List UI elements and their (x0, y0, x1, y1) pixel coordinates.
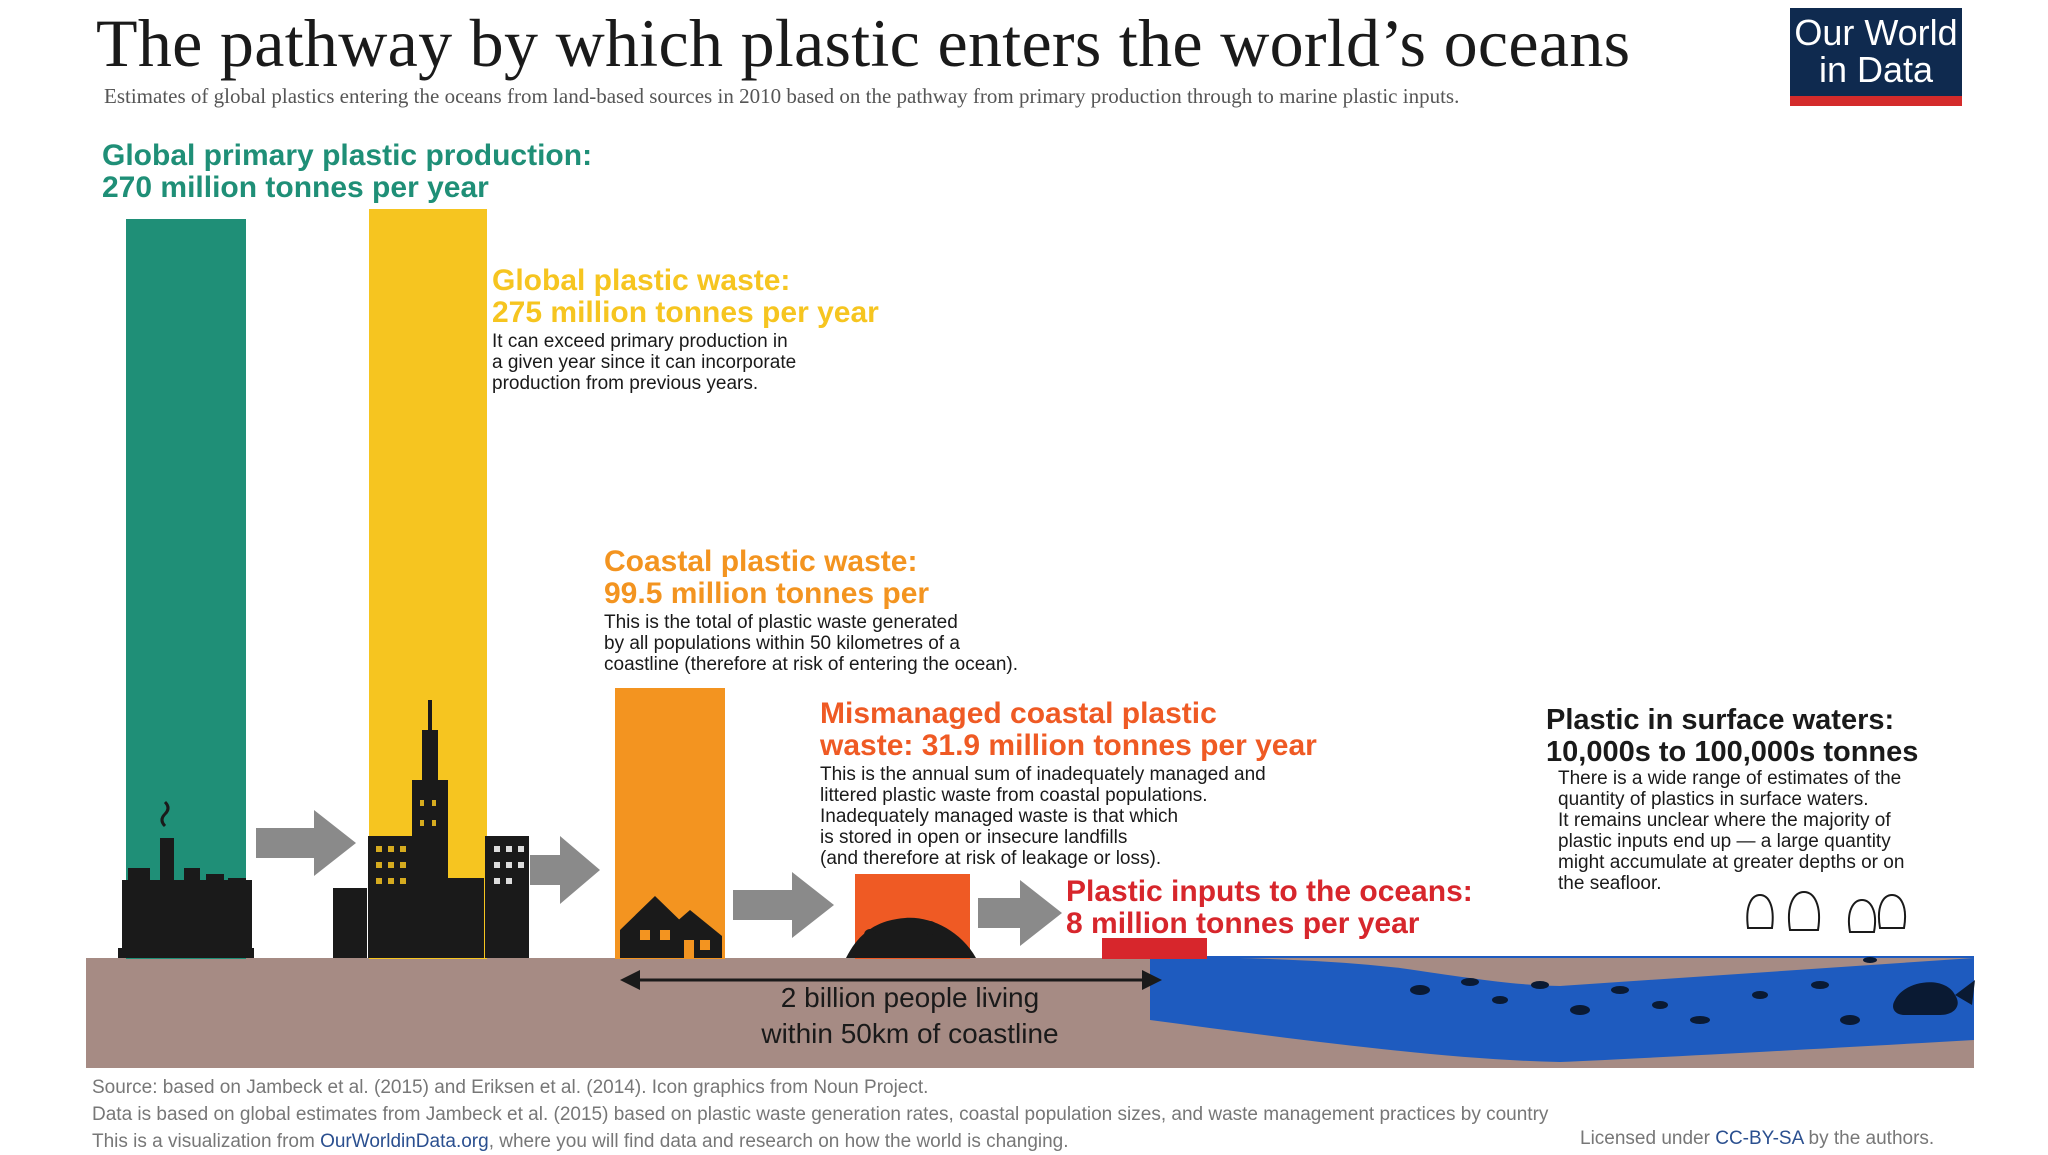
waste-label: Global plastic waste: 275 million tonnes… (492, 264, 879, 395)
flow-arrows (256, 810, 1062, 946)
surface-note-line: might accumulate at greater depths or on (1558, 852, 1905, 873)
ocean-water (1150, 956, 1974, 1062)
production-bar (126, 219, 246, 959)
coastline-span-arrow (620, 970, 1162, 990)
inputs-label: Plastic inputs to the oceans: 8 million … (1066, 876, 1473, 940)
footer-viz-suffix: , where you will find data and research … (488, 1131, 1069, 1152)
surface-note-line: the seafloor. (1558, 873, 1662, 894)
coastline-label-line2: within 50km of coastline (761, 1018, 1059, 1049)
landfill-icon (846, 917, 976, 958)
logo-accent-bar (1790, 96, 1962, 106)
inputs-heading-line2: 8 million tonnes per year (1066, 907, 1420, 940)
waste-note-line: production from previous years. (492, 373, 759, 394)
license-link[interactable]: CC-BY-SA (1715, 1128, 1804, 1149)
logo-line2: in Data (1818, 49, 1934, 90)
footer-source: Source: based on Jambeck et al. (2015) a… (92, 1077, 929, 1098)
coastline-label: 2 billion people living within 50km of c… (700, 980, 1120, 1052)
page-subtitle: Estimates of global plastics entering th… (104, 84, 1460, 108)
owid-link[interactable]: OurWorldinData.org (320, 1131, 489, 1152)
coastal-heading-line1: Coastal plastic waste: (604, 545, 918, 578)
waste-note-line: a given year since it can incorporate (492, 352, 797, 373)
coastal-note-line: This is the total of plastic waste gener… (604, 612, 958, 633)
surface-label: Plastic in surface waters: 10,000s to 10… (1546, 704, 1918, 894)
coastal-label: Coastal plastic waste: 99.5 million tonn… (604, 545, 1019, 676)
arrow-2 (530, 836, 600, 904)
mismanaged-note-line: is stored in open or insecure landfills (820, 827, 1128, 848)
arrow-3 (733, 872, 834, 938)
production-heading-line1: Global primary plastic production: (102, 139, 593, 172)
coastline-label-line1: 2 billion people living (780, 982, 1040, 1013)
fish-icons (1410, 957, 1877, 1025)
waste-note-line: It can exceed primary production in (492, 331, 788, 352)
surface-note-line: quantity of plastics in surface waters. (1558, 789, 1869, 810)
surface-note-line: plastic inputs end up — a large quantity (1558, 831, 1891, 852)
production-heading: Global primary plastic production: 270 m… (102, 140, 592, 204)
surface-note-line: There is a wide range of estimates of th… (1558, 768, 1902, 789)
factory-icon (118, 800, 254, 958)
city-skyline-icon (333, 700, 529, 958)
logo-line1: Our World (1794, 12, 1958, 53)
arrow-1 (256, 810, 356, 876)
page-title: The pathway by which plastic enters the … (96, 5, 1631, 81)
coastal-heading-line2: 99.5 million tonnes per (604, 577, 930, 610)
waste-heading-line2: 275 million tonnes per year (492, 296, 879, 329)
inputs-bar (1102, 938, 1207, 959)
mismanaged-note-line: Inadequately managed waste is that which (820, 806, 1179, 827)
mismanaged-note-line: littered plastic waste from coastal popu… (820, 785, 1208, 806)
owid-logo[interactable]: Our World in Data (1790, 8, 1962, 106)
footer-viz-prefix: This is a visualization from (92, 1131, 321, 1152)
waste-heading-line1: Global plastic waste: (492, 264, 791, 297)
surface-note-line: It remains unclear where the majority of (1558, 810, 1891, 831)
coastal-note-line: coastline (therefore at risk of entering… (604, 654, 1019, 675)
footer: Source: based on Jambeck et al. (2015) a… (92, 1074, 1548, 1155)
arrow-4 (978, 880, 1062, 946)
inputs-heading-line1: Plastic inputs to the oceans: (1066, 875, 1473, 908)
footer-data-note: Data is based on global estimates from J… (92, 1104, 1549, 1125)
footer-viz-line: This is a visualization from OurWorldinD… (92, 1128, 1548, 1155)
mismanaged-heading-line2: waste: 31.9 million tonnes per year (820, 729, 1317, 762)
license-suffix: by the authors. (1803, 1128, 1935, 1149)
mismanaged-heading-line1: Mismanaged coastal plastic (820, 697, 1217, 730)
coastal-note-line: by all populations within 50 kilometres … (604, 633, 960, 654)
production-heading-line2: 270 million tonnes per year (102, 171, 489, 204)
surface-heading-line2: 10,000s to 100,000s tonnes (1546, 736, 1919, 768)
mismanaged-label: Mismanaged coastal plastic waste: 31.9 m… (820, 697, 1317, 870)
surface-heading-line1: Plastic in surface waters: (1546, 704, 1895, 736)
mismanaged-note-line: (and therefore at risk of leakage or los… (820, 848, 1162, 869)
mismanaged-note-line: This is the annual sum of inadequately m… (820, 764, 1266, 785)
plastic-bags-icon (1746, 890, 1906, 933)
license-line: Licensed under CC-BY-SA by the authors. (1580, 1128, 1934, 1150)
whale-icon (1893, 980, 1975, 1015)
license-prefix: Licensed under (1580, 1128, 1716, 1149)
